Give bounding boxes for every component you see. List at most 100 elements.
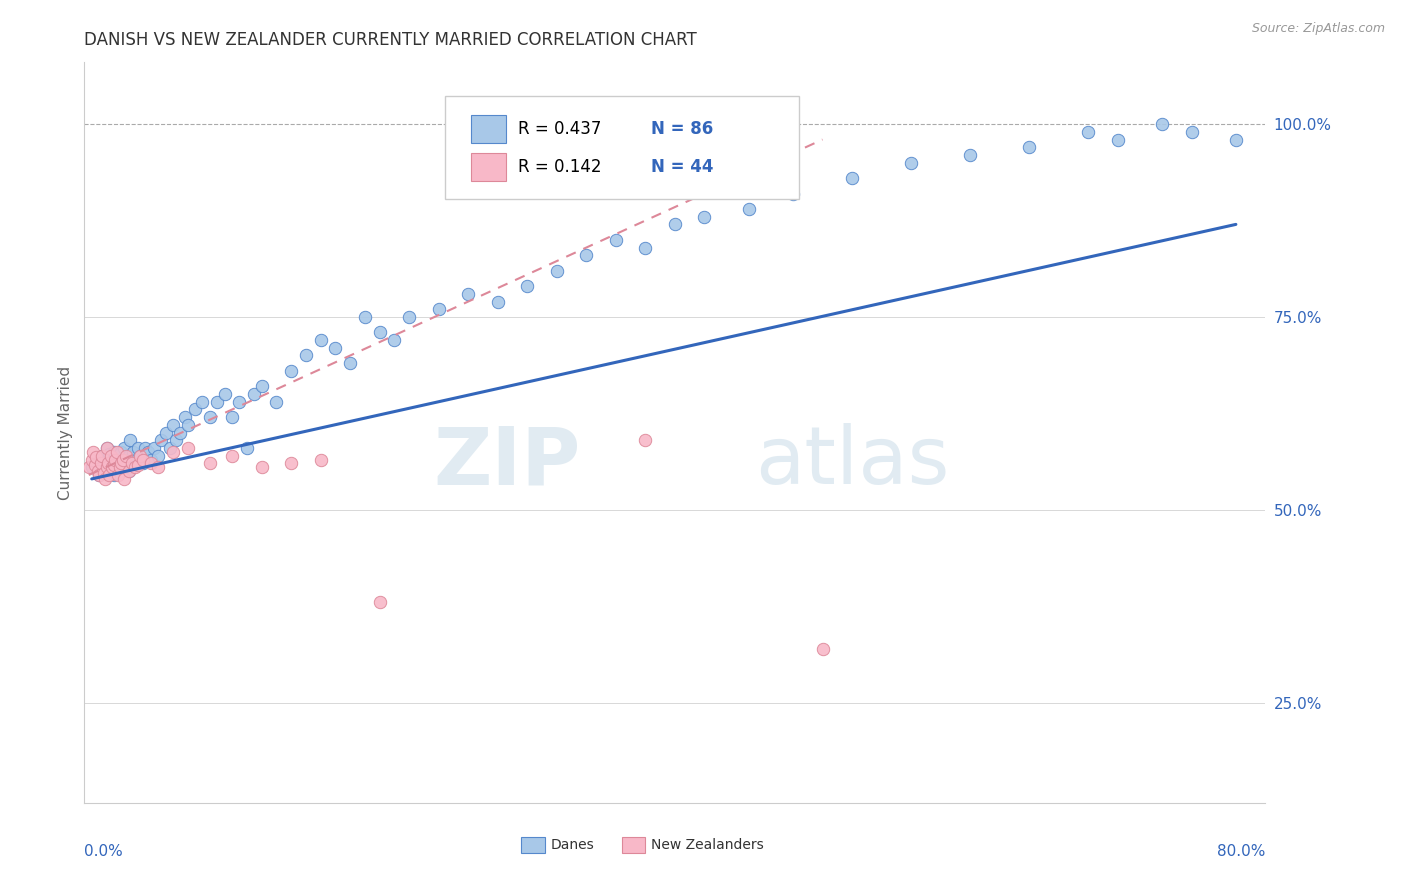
Text: R = 0.437: R = 0.437 xyxy=(517,120,602,138)
Point xyxy=(165,434,187,448)
Point xyxy=(108,455,131,469)
Point xyxy=(87,452,111,467)
Point xyxy=(177,441,200,455)
Point xyxy=(959,148,981,162)
Point xyxy=(169,425,191,440)
Text: atlas: atlas xyxy=(755,423,949,501)
Point xyxy=(605,233,627,247)
Point xyxy=(103,445,125,459)
Point xyxy=(118,464,141,478)
Point xyxy=(108,460,131,475)
Point xyxy=(198,410,221,425)
Point xyxy=(120,434,142,448)
Point xyxy=(139,457,162,471)
Point xyxy=(103,468,125,483)
Point xyxy=(368,326,391,340)
Point xyxy=(121,457,143,471)
Point xyxy=(150,434,173,448)
Point xyxy=(142,441,165,455)
Point xyxy=(97,455,120,469)
Point xyxy=(1150,117,1173,131)
Point xyxy=(82,445,104,459)
Point xyxy=(159,441,181,455)
Point xyxy=(114,458,136,472)
Point xyxy=(101,457,124,471)
Point xyxy=(295,349,318,363)
Point xyxy=(900,155,922,169)
Point xyxy=(427,302,450,317)
Point xyxy=(398,310,420,324)
Point xyxy=(368,595,391,609)
Point xyxy=(309,452,332,467)
Text: Source: ZipAtlas.com: Source: ZipAtlas.com xyxy=(1251,22,1385,36)
Point xyxy=(112,441,135,455)
Y-axis label: Currently Married: Currently Married xyxy=(58,366,73,500)
Point xyxy=(80,460,103,475)
Point xyxy=(90,457,112,471)
Point xyxy=(127,458,149,472)
Point xyxy=(486,294,509,309)
Point xyxy=(243,387,266,401)
Point xyxy=(634,240,657,255)
Point xyxy=(841,171,863,186)
Point xyxy=(1181,125,1204,139)
Text: 0.0%: 0.0% xyxy=(84,844,124,858)
Point xyxy=(96,464,118,478)
Point xyxy=(91,449,114,463)
Point xyxy=(155,425,177,440)
Point xyxy=(516,279,538,293)
Point xyxy=(162,445,184,459)
Point xyxy=(634,434,657,448)
Point xyxy=(80,452,103,467)
Point xyxy=(266,394,288,409)
Point xyxy=(83,458,105,472)
Point xyxy=(101,460,124,475)
Point xyxy=(228,394,250,409)
Text: New Zealanders: New Zealanders xyxy=(651,838,763,852)
Point xyxy=(811,641,834,656)
Point xyxy=(1077,125,1099,139)
Point xyxy=(162,417,184,432)
Point xyxy=(87,468,111,483)
Point xyxy=(325,341,347,355)
Point xyxy=(110,460,132,475)
Point xyxy=(198,457,221,471)
Point xyxy=(221,410,243,425)
Point xyxy=(112,472,135,486)
Point xyxy=(1225,132,1247,146)
Text: N = 44: N = 44 xyxy=(651,158,714,176)
Point xyxy=(118,464,141,478)
Point xyxy=(107,449,129,463)
Point xyxy=(546,263,568,277)
Point xyxy=(382,333,406,347)
Point xyxy=(77,460,100,475)
Point xyxy=(177,417,200,432)
Point xyxy=(339,356,361,370)
Point xyxy=(104,452,127,467)
Point xyxy=(354,310,377,324)
Point xyxy=(134,441,156,455)
Text: N = 86: N = 86 xyxy=(651,120,713,138)
FancyBboxPatch shape xyxy=(522,837,546,853)
Point xyxy=(84,457,107,471)
FancyBboxPatch shape xyxy=(471,153,506,181)
Point xyxy=(139,452,162,467)
Point xyxy=(110,457,132,471)
Point xyxy=(103,458,125,472)
Text: R = 0.142: R = 0.142 xyxy=(517,158,602,176)
Point xyxy=(93,466,115,480)
Point xyxy=(127,441,149,455)
Point xyxy=(84,450,107,465)
Point xyxy=(1018,140,1040,154)
Point xyxy=(105,445,128,459)
Point xyxy=(129,449,152,463)
Point xyxy=(97,457,120,471)
Point xyxy=(93,458,115,472)
Point xyxy=(132,452,155,467)
FancyBboxPatch shape xyxy=(621,837,645,853)
Point xyxy=(236,441,259,455)
Text: 80.0%: 80.0% xyxy=(1218,844,1265,858)
Point xyxy=(693,210,716,224)
Point xyxy=(250,460,273,475)
Point xyxy=(221,449,243,463)
